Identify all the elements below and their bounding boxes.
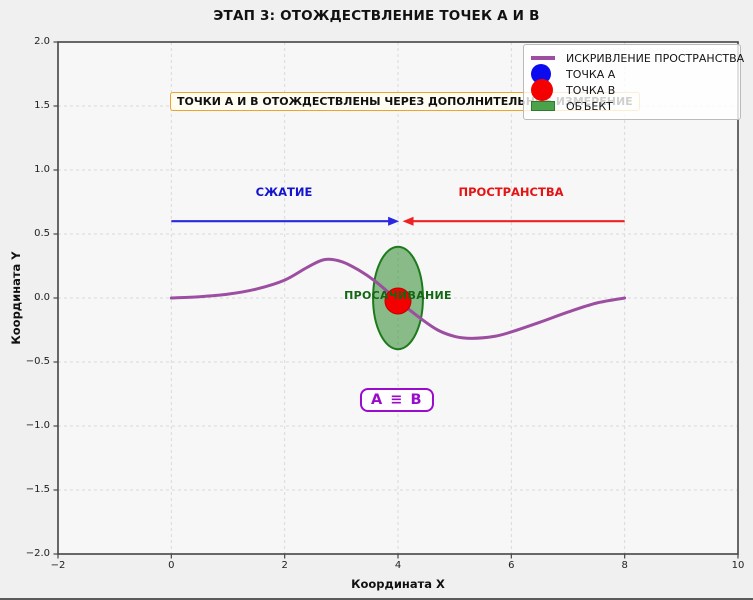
y-axis-label: Координата Y (9, 251, 23, 345)
legend-item-label: ИСКРИВЛЕНИЕ ПРОСТРАНСТВА (566, 51, 745, 65)
x-axis-label: Координата X (351, 577, 445, 591)
chart-title: ЭТАП 3: ОТОЖДЕСТВЛЕНИЕ ТОЧЕК А И В (213, 8, 540, 24)
legend-item-label: ОБЪЕКТ (566, 99, 613, 113)
leak-label: ПРОСАЧИВАНИЕ (344, 289, 452, 302)
y-tick-label: −1.5 (25, 484, 50, 495)
y-tick-label: 1.0 (34, 164, 50, 175)
legend-item: ТОЧКА А (531, 64, 733, 84)
y-tick-label: 0.0 (34, 292, 50, 303)
compression-label: СЖАТИЕ (255, 185, 313, 199)
legend-swatch (531, 101, 561, 111)
y-tick-label: 2.0 (34, 36, 50, 47)
plot-border (57, 41, 739, 555)
rect-swatch-icon (531, 101, 555, 111)
legend-item: ИСКРИВЛЕНИЕ ПРОСТРАНСТВА (531, 50, 744, 66)
legend-items: ИСКРИВЛЕНИЕ ПРОСТРАНСТВА ТОЧКА А ТОЧКА B ОБ… (531, 50, 744, 114)
legend-item: ОБЪЕКТ (531, 98, 733, 114)
y-tick-label: −0.5 (25, 356, 50, 367)
legend-swatch (531, 56, 561, 60)
x-tick-label: 6 (508, 560, 515, 571)
bottom-window-edge (0, 598, 753, 600)
legend: ИСКРИВЛЕНИЕ ПРОСТРАНСТВА ТОЧКА А ТОЧКА B ОБ… (523, 44, 744, 120)
y-tick-label: 0.5 (34, 228, 50, 239)
x-tick-label: 8 (621, 560, 628, 571)
line-swatch-icon (531, 56, 555, 60)
y-tick-label: 1.5 (34, 100, 50, 111)
arrow-head (402, 216, 414, 226)
legend-swatch (531, 79, 561, 101)
y-tick-label: −1.0 (25, 420, 50, 431)
space-label: ПРОСТРАНСТВА (458, 185, 564, 199)
x-tick-label: −2 (50, 560, 66, 571)
circle-swatch-icon (531, 79, 553, 101)
identity-equivalence-box: A ≡ B (359, 388, 435, 412)
x-tick-label: 10 (731, 560, 745, 571)
identification-annotation: ТОЧКИ А И В ОТОЖДЕСТВЛЕНЫ ЧЕРЕЗ ДОПОЛНИТ… (170, 92, 640, 111)
point-marker (384, 287, 412, 315)
x-tick-label: 4 (394, 560, 402, 571)
legend-item: ТОЧКА B (531, 79, 733, 101)
x-tick-label: 0 (168, 560, 175, 571)
arrow-head (388, 216, 400, 226)
legend-item-label: ТОЧКА А (566, 67, 616, 81)
legend-item-label: ТОЧКА B (566, 83, 616, 97)
x-tick-label: 2 (281, 560, 288, 571)
y-tick-label: −2.0 (25, 548, 50, 559)
